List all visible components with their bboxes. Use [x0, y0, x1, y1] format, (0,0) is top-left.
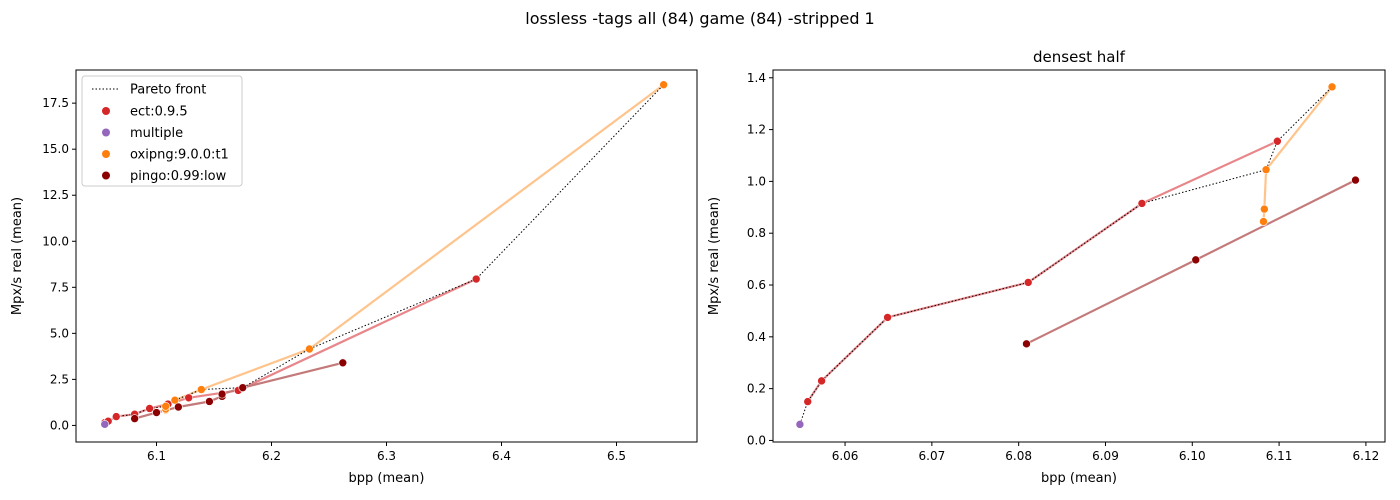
pingo-point: [1351, 175, 1360, 185]
y-tick-label: 0.4: [747, 330, 766, 344]
legend-ect-label: ect:0.9.5: [130, 105, 188, 120]
x-tick-label: 6.11: [1266, 449, 1293, 463]
legend-pingo-swatch: [102, 171, 110, 180]
y-tick-label: 15.0: [42, 142, 69, 156]
pingo-point: [217, 389, 227, 399]
ect-point: [817, 376, 826, 386]
legend-pingo-label: pingo:0.99:low: [130, 169, 227, 184]
ect-point: [803, 397, 813, 406]
y-tick-label: 0.0: [50, 418, 69, 432]
x-tick-label: 6.2: [262, 449, 281, 463]
y-tick-label: 2.5: [50, 372, 69, 386]
ect-point: [1023, 278, 1033, 287]
oxipng-point: [659, 80, 668, 90]
y-tick-label: 5.0: [50, 326, 69, 340]
legend-box: [81, 75, 243, 187]
oxipng-point: [161, 401, 170, 411]
chart-1: 6.1 6.2 6.3 6.4 6.5 0.0 2.5 5.0 7.5 10.0 12.5 15.0 1…: [10, 69, 698, 486]
y-tick-label: 12.5: [42, 188, 69, 202]
x-axis-label: bpp (mean): [349, 471, 425, 486]
plot-area: [772, 69, 1386, 443]
pingo-point: [205, 397, 214, 406]
oxipng-point: [305, 344, 314, 354]
legend-multiple-label: multiple: [130, 126, 183, 141]
y-tick-label: 0.6: [747, 278, 766, 292]
x-tick-label: 6.5: [607, 449, 626, 463]
ect-point: [1137, 199, 1147, 208]
oxipng-point: [1261, 165, 1271, 175]
oxipng-point: [1260, 204, 1269, 214]
oxipng-point: [170, 395, 180, 405]
pingo-point: [338, 358, 348, 368]
y-tick-label: 7.5: [50, 280, 69, 294]
pingo-point: [1191, 255, 1201, 265]
y-tick-label: 0.2: [747, 382, 766, 396]
x-tick-label: 6.12: [1353, 449, 1380, 463]
y-tick-label: 1.2: [747, 123, 766, 137]
x-tick-label: 6.07: [919, 449, 946, 463]
y-axis-label: Mpx/s real (mean): [10, 197, 25, 315]
pingo-point: [174, 402, 183, 412]
figure-suptitle: lossless -tags all (84) game (84) -strip…: [525, 9, 874, 28]
y-tick-label: 1.0: [747, 174, 766, 188]
y-tick-label: 0.0: [747, 433, 766, 447]
x-tick-label: 6.1: [147, 449, 166, 463]
oxipng-point: [197, 385, 206, 394]
multiple-point: [795, 420, 805, 429]
x-tick-label: 6.09: [1092, 449, 1119, 463]
ect-point: [111, 412, 121, 421]
oxipng-series-line: [1262, 86, 1333, 222]
ect-point: [184, 393, 193, 403]
pingo-point: [238, 383, 248, 392]
x-tick-label: 6.3: [377, 449, 396, 463]
ect-point: [1273, 136, 1282, 146]
legend-oxipng-label: oxipng:9.0.0:t1: [130, 148, 229, 163]
chart-title: densest half: [1033, 48, 1126, 66]
legend-oxipng-swatch: [102, 150, 110, 158]
y-tick-label: 1.4: [747, 71, 766, 85]
ect-point: [145, 404, 154, 413]
y-tick-label: 10.0: [42, 234, 69, 248]
x-tick-label: 6.06: [832, 449, 859, 463]
x-tick-label: 6.10: [1179, 449, 1206, 463]
pareto-front-line: [799, 86, 1333, 425]
legend-ect-swatch: [102, 107, 110, 115]
x-tick-label: 6.08: [1005, 449, 1032, 463]
y-tick-label: 0.8: [747, 226, 766, 240]
oxipng-point: [1327, 82, 1337, 92]
y-tick-label: 17.5: [42, 96, 69, 110]
ect-point: [471, 274, 481, 284]
pingo-point: [130, 414, 139, 423]
x-axis-label: bpp (mean): [1041, 471, 1117, 486]
pingo-point: [152, 408, 161, 417]
multiple-point: [100, 420, 110, 429]
x-tick-label: 6.4: [492, 449, 511, 463]
legend-pareto-label: Pareto front: [130, 83, 206, 98]
legend-multiple-swatch: [102, 128, 110, 137]
legend: Pareto front ect:0.9.5 multiple oxipng:9.0.…: [81, 75, 243, 187]
ect-point: [883, 313, 892, 322]
pingo-point: [1022, 339, 1031, 349]
oxipng-point: [1259, 217, 1268, 226]
y-axis-label: Mpx/s real (mean): [707, 197, 722, 315]
chart-2: densest half 6.06 6.07 6.08 6.09 6.10 6.11 6.12…: [707, 48, 1386, 486]
